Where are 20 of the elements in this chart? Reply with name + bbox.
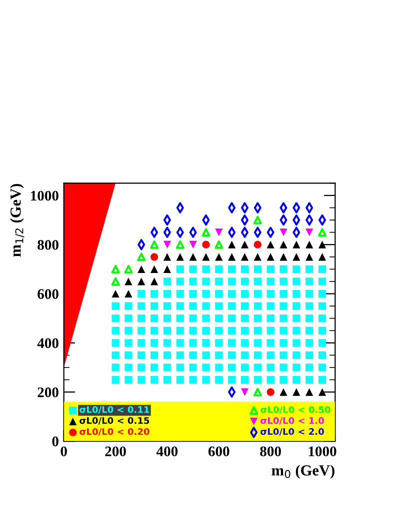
x-tick-label: 200 [105, 446, 126, 456]
legend-label: σL0/L0 < 0.20 [80, 428, 150, 436]
legend-label: σL0/L0 < 1.0 [260, 417, 324, 425]
y-axis-title: m$_{1/2}$ (GeV) [10, 184, 24, 257]
y-tick-label: 200 [38, 387, 58, 398]
x-tick-label: 0 [60, 446, 67, 456]
x-tick-label: 400 [156, 446, 178, 456]
y-tick-label: 0 [52, 436, 58, 446]
x-tick-label: 800 [260, 446, 281, 456]
y-tick-label: 400 [37, 338, 58, 348]
legend-label: σL0/L0 < 2.0 [260, 428, 324, 436]
y-tick-label: 1000 [30, 190, 58, 201]
x-tick-label: 600 [208, 446, 230, 456]
x-tick-label: 1000 [308, 446, 336, 456]
legend-label: σL0/L0 < 0.15 [80, 417, 150, 425]
legend-label: σL0/L0 < 0.11 [80, 406, 150, 414]
legend-label: σL0/L0 < 0.50 [260, 406, 330, 414]
x-axis-title: m$_{0}$ (GeV) [272, 464, 334, 479]
y-tick-label: 600 [38, 289, 58, 299]
y-tick-label: 800 [38, 240, 58, 250]
